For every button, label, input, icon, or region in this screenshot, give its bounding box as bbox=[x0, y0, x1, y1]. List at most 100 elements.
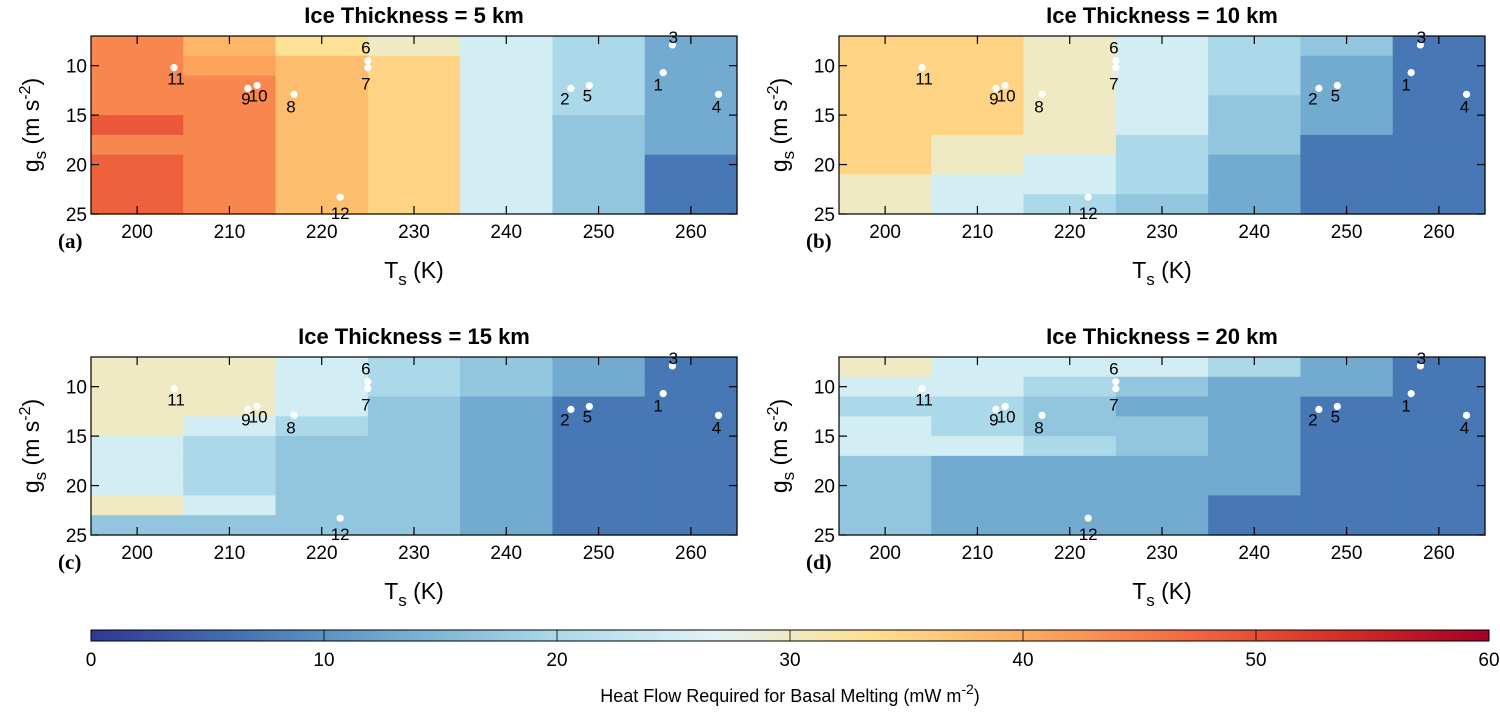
heatmap-cell bbox=[552, 455, 646, 477]
heatmap-cell bbox=[1208, 36, 1302, 57]
heatmap-cell bbox=[1115, 134, 1209, 156]
station-label: 4 bbox=[1460, 418, 1469, 437]
heatmap-cell bbox=[931, 455, 1025, 477]
heatmap-cell bbox=[644, 436, 738, 457]
heatmap-cell bbox=[931, 495, 1025, 516]
heatmap-cell bbox=[1392, 134, 1486, 156]
heatmap-cell bbox=[275, 154, 369, 176]
heatmap-cell bbox=[1115, 455, 1209, 477]
station-label: 5 bbox=[1331, 407, 1340, 426]
station-marker bbox=[1084, 193, 1092, 201]
x-tick-label: 240 bbox=[490, 222, 522, 243]
heatmap-cell bbox=[931, 75, 1025, 96]
colorbar: 0 10 20 30 40 50 60 Heat Flow Required for Basa… bbox=[86, 629, 1500, 706]
colorbar-tick-label: 50 bbox=[1245, 650, 1266, 671]
x-tick-label: 240 bbox=[1238, 222, 1270, 243]
heatmap-cell bbox=[931, 154, 1025, 176]
x-tick-label: 240 bbox=[1238, 543, 1270, 564]
station-marker bbox=[567, 84, 575, 93]
heatmap-cell bbox=[460, 194, 554, 215]
heatmap-cell bbox=[183, 55, 277, 77]
heatmap-cell bbox=[1023, 115, 1117, 136]
x-tick-label: 240 bbox=[490, 543, 522, 564]
heatmap-cell bbox=[1023, 154, 1117, 176]
heatmap-cell bbox=[1023, 436, 1117, 457]
station-marker bbox=[1112, 64, 1120, 72]
station-label: 10 bbox=[997, 86, 1016, 105]
heatmap-cell bbox=[183, 194, 277, 215]
heatmap-cell bbox=[1115, 495, 1209, 516]
heatmap-cell bbox=[552, 154, 646, 176]
x-axis: 200 210 220 230 240 250 260 bbox=[121, 357, 707, 564]
station-marker bbox=[1084, 514, 1092, 522]
x-tick-label: 250 bbox=[583, 222, 615, 243]
heatmap-cell bbox=[839, 515, 932, 536]
heatmap-cell bbox=[1208, 455, 1302, 477]
heatmap-cell bbox=[1115, 174, 1209, 195]
heatmap-cell bbox=[644, 376, 738, 398]
heatmap-cell bbox=[644, 134, 738, 156]
heatmap-cell bbox=[1300, 36, 1394, 57]
heatmap-cell bbox=[839, 376, 932, 398]
heatmap-cell bbox=[839, 495, 932, 516]
station-label: 7 bbox=[361, 75, 370, 94]
heatmap-cell bbox=[275, 396, 369, 417]
heatmap-cell bbox=[1392, 455, 1486, 477]
station-label: 10 bbox=[997, 407, 1016, 426]
heatmap-cell bbox=[1023, 376, 1117, 398]
y-tick-label: 25 bbox=[814, 205, 835, 226]
heatmap-cell bbox=[839, 174, 932, 195]
station-label: 12 bbox=[331, 204, 350, 223]
heatmap-cell bbox=[1023, 36, 1117, 57]
heatmap-cell bbox=[1115, 396, 1209, 417]
heatmap-cell bbox=[275, 194, 369, 215]
heatmap-cell bbox=[1300, 134, 1394, 156]
heatmap-cell bbox=[1023, 194, 1117, 215]
panel-title: Ice Thickness = 15 km bbox=[298, 324, 530, 349]
station-marker bbox=[992, 84, 1000, 93]
heatmap-cell bbox=[931, 436, 1025, 457]
heatmap-cell bbox=[552, 495, 646, 516]
station-label: 7 bbox=[1109, 75, 1118, 94]
x-tick-label: 260 bbox=[675, 543, 707, 564]
heatmap-cell bbox=[91, 455, 184, 477]
heatmap-cell bbox=[91, 115, 184, 136]
heatmap-cell bbox=[931, 95, 1025, 116]
heatmap-cell bbox=[931, 134, 1025, 156]
y-tick-label: 25 bbox=[66, 205, 87, 226]
heatmap-cell bbox=[931, 194, 1025, 215]
heatmap-cell bbox=[931, 416, 1025, 437]
y-tick-label: 25 bbox=[66, 526, 87, 547]
heatmap-cell bbox=[1208, 134, 1302, 156]
heatmap-cell bbox=[552, 475, 646, 497]
heatmap-cell bbox=[839, 416, 932, 437]
colorbar-label: Heat Flow Required for Basal Melting (mW… bbox=[600, 681, 980, 706]
heatmap-cell bbox=[183, 357, 277, 378]
station-label: 4 bbox=[1460, 97, 1469, 116]
heatmap-cell bbox=[1392, 36, 1486, 57]
station-label: 1 bbox=[1401, 397, 1410, 416]
heatmap-cell bbox=[1300, 357, 1394, 378]
y-tick-label: 15 bbox=[814, 427, 835, 448]
heatmap-cell bbox=[1115, 55, 1209, 77]
colorbar-tick-label: 0 bbox=[86, 650, 97, 671]
x-axis: 200 210 220 230 240 250 260 bbox=[869, 36, 1455, 243]
heatmap-cell bbox=[1023, 357, 1117, 378]
station-marker bbox=[992, 405, 1000, 414]
heatmap-cell bbox=[839, 75, 932, 96]
heatmap-cell bbox=[1300, 75, 1394, 96]
station-marker bbox=[170, 64, 178, 72]
heatmap-cell bbox=[1208, 154, 1302, 176]
heatmap-cell bbox=[183, 436, 277, 457]
heatmap-cell bbox=[275, 55, 369, 77]
heatmap-cell bbox=[183, 396, 277, 417]
heatmap-cell bbox=[367, 134, 461, 156]
y-tick-label: 15 bbox=[66, 427, 87, 448]
heatmap-cell bbox=[552, 436, 646, 457]
station-label: 3 bbox=[1417, 349, 1426, 368]
